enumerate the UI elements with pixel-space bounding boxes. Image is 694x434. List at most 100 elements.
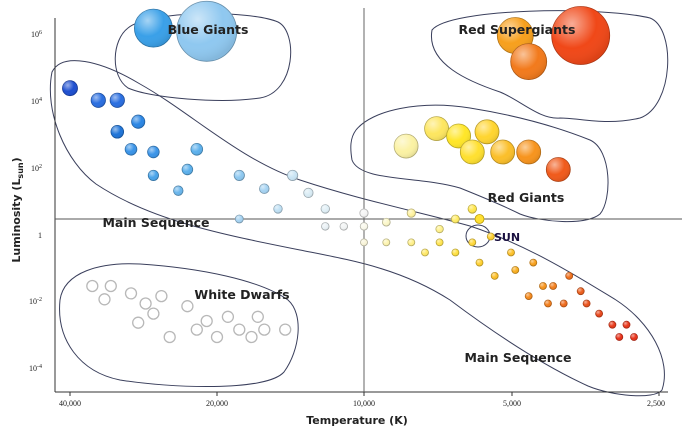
white-dwarf-point	[258, 323, 271, 336]
y-tick-label: 10-2	[29, 297, 42, 306]
y-tick-label: 102	[31, 164, 42, 173]
star-highlight	[468, 238, 476, 246]
star-highlight	[544, 300, 552, 307]
star-highlight	[287, 170, 298, 181]
y-ticks: 106 104 102 1 10-2 10-4	[29, 30, 42, 373]
star-highlight	[510, 43, 547, 80]
star-highlight	[451, 249, 459, 256]
region-label-main-sequence-lower: Main Sequence	[464, 350, 571, 365]
white-dwarf-point	[190, 323, 203, 336]
x-ticks: 40,000 20,000 10,000 5,000 2,500	[59, 392, 665, 408]
star-highlight	[359, 208, 369, 218]
star-highlight	[615, 333, 623, 341]
star-highlight	[321, 222, 330, 231]
sun-label: SUN	[494, 231, 520, 244]
star-highlight	[259, 183, 270, 194]
y-axis-title: Luminosity (Lsun)	[10, 157, 25, 262]
star-highlight	[131, 115, 145, 129]
star-highlight	[173, 185, 184, 196]
star-highlight	[630, 333, 638, 341]
star-highlight	[577, 287, 585, 295]
star-highlight	[382, 238, 390, 246]
star-highlight	[608, 321, 616, 329]
star-highlight	[583, 300, 591, 307]
y-tick-label: 104	[31, 97, 42, 106]
white-dwarf-point	[139, 297, 152, 310]
star-highlight	[475, 119, 499, 144]
white-dwarf-point	[200, 314, 213, 328]
star-highlight	[516, 140, 541, 164]
star-highlight	[549, 282, 557, 290]
star-highlight	[321, 204, 330, 214]
white-dwarf-point	[221, 310, 235, 323]
x-tick-label: 40,000	[59, 399, 81, 408]
star-highlight	[565, 272, 573, 280]
white-dwarf-point	[181, 300, 194, 313]
star-highlight	[91, 93, 106, 108]
region-label-red-supergiants: Red Supergiants	[459, 22, 576, 37]
star-highlight	[235, 215, 244, 223]
star-highlight	[190, 143, 203, 156]
star-highlight	[525, 292, 533, 300]
star-highlight	[436, 238, 444, 246]
star-highlight	[62, 80, 78, 96]
region-label-white-dwarfs: White Dwarfs	[194, 287, 289, 302]
white-dwarf-point	[147, 307, 160, 320]
white-dwarf-point	[245, 330, 258, 344]
star-highlight	[476, 259, 483, 267]
star-highlight	[110, 93, 125, 108]
star-highlight	[468, 204, 477, 214]
y-tick-label: 1	[38, 231, 42, 240]
star-highlight	[435, 225, 444, 233]
star-points	[62, 0, 638, 344]
star-highlight	[148, 170, 159, 181]
x-tick-label: 10,000	[353, 399, 375, 408]
white-dwarf-point	[104, 279, 117, 293]
star-highlight	[360, 222, 368, 231]
region-label-main-sequence-upper: Main Sequence	[102, 215, 209, 230]
sun-point	[474, 214, 485, 224]
star-highlight	[490, 140, 515, 164]
star-highlight	[339, 222, 348, 231]
star-highlight	[507, 249, 515, 256]
region-label-red-giants: Red Giants	[488, 190, 565, 205]
star-highlight	[511, 266, 519, 274]
x-tick-label: 20,000	[206, 399, 228, 408]
x-tick-label: 2,500	[647, 399, 665, 408]
white-dwarf-point	[98, 293, 111, 306]
star-highlight	[595, 310, 603, 318]
star-highlight	[407, 238, 415, 246]
star-highlight	[147, 146, 160, 158]
white-dwarf-point	[124, 287, 138, 300]
star-highlight	[303, 188, 314, 198]
red-giants-outline	[350, 104, 609, 222]
white-dwarf-point	[132, 316, 145, 329]
white-dwarf-point	[210, 330, 224, 344]
main-sequence-outline	[49, 60, 665, 397]
star-highlight	[134, 9, 173, 48]
star-highlight	[487, 232, 495, 241]
white-dwarf-point	[279, 323, 292, 336]
white-dwarf-point	[163, 330, 176, 344]
star-highlight	[407, 208, 416, 218]
star-highlight	[491, 272, 499, 280]
star-highlight	[360, 238, 368, 246]
star-highlight	[110, 125, 124, 139]
y-tick-label: 10-4	[29, 364, 42, 373]
y-tick-label: 106	[31, 30, 42, 39]
star-highlight	[551, 6, 610, 65]
star-highlight	[529, 259, 537, 267]
star-highlight	[424, 116, 449, 141]
star-highlight	[273, 204, 283, 214]
star-highlight	[546, 157, 571, 182]
star-highlight	[394, 134, 419, 159]
star-highlight	[623, 321, 630, 329]
x-axis-title: Temperature (K)	[306, 414, 408, 427]
white-dwarf-point	[233, 323, 246, 336]
x-tick-label: 5,000	[503, 399, 521, 408]
star-highlight	[421, 249, 429, 256]
white-dwarfs-outline	[59, 263, 299, 388]
white-dwarf-point	[155, 289, 168, 303]
